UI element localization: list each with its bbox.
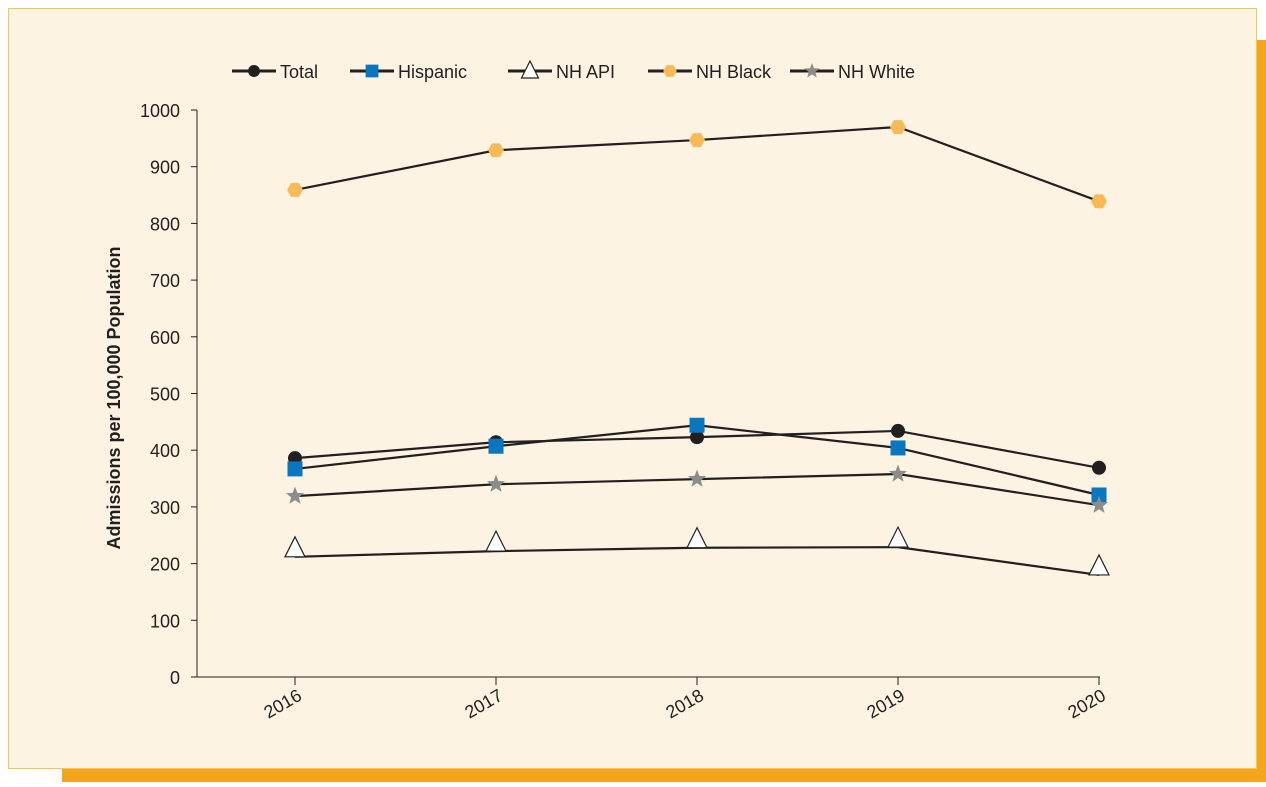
point <box>1088 553 1110 576</box>
point <box>284 535 306 558</box>
point <box>1091 487 1107 503</box>
y-tick-label: 700 <box>150 271 180 291</box>
legend-label: NH White <box>838 62 915 82</box>
point <box>485 529 507 552</box>
legend-marker <box>804 62 820 78</box>
legend-label: Hispanic <box>398 62 467 82</box>
point <box>287 183 303 197</box>
legend-marker <box>365 64 379 78</box>
y-tick-label: 900 <box>150 158 180 178</box>
y-axis-label: Admissions per 100,000 Population <box>104 246 124 549</box>
y-tick-label: 100 <box>150 611 180 631</box>
y-tick-label: 600 <box>150 328 180 348</box>
point <box>689 133 705 147</box>
y-tick-label: 500 <box>150 385 180 405</box>
point <box>890 440 906 456</box>
point <box>888 464 908 482</box>
y-tick-label: 1000 <box>140 101 180 121</box>
point <box>686 526 708 549</box>
point <box>287 461 303 477</box>
legend-label: NH Black <box>696 62 772 82</box>
panel <box>8 8 1257 769</box>
point <box>488 438 504 454</box>
point <box>689 417 705 433</box>
y-tick-label: 0 <box>170 668 180 688</box>
point <box>891 423 905 438</box>
point <box>285 486 305 504</box>
point <box>890 120 906 134</box>
point <box>1092 460 1106 475</box>
y-tick-label: 800 <box>150 214 180 234</box>
point <box>488 143 504 158</box>
y-tick-label: 400 <box>150 441 180 461</box>
point <box>687 469 707 487</box>
legend-marker <box>520 59 540 79</box>
legend-marker <box>248 65 260 77</box>
legend-label: NH API <box>556 62 615 82</box>
point <box>690 430 704 445</box>
point <box>486 474 506 492</box>
legend-marker <box>663 65 677 77</box>
y-tick-label: 300 <box>150 498 180 518</box>
point <box>887 525 909 548</box>
point <box>1091 194 1107 209</box>
point <box>1089 495 1109 513</box>
legend-label: Total <box>280 62 318 82</box>
y-tick-label: 200 <box>150 555 180 575</box>
